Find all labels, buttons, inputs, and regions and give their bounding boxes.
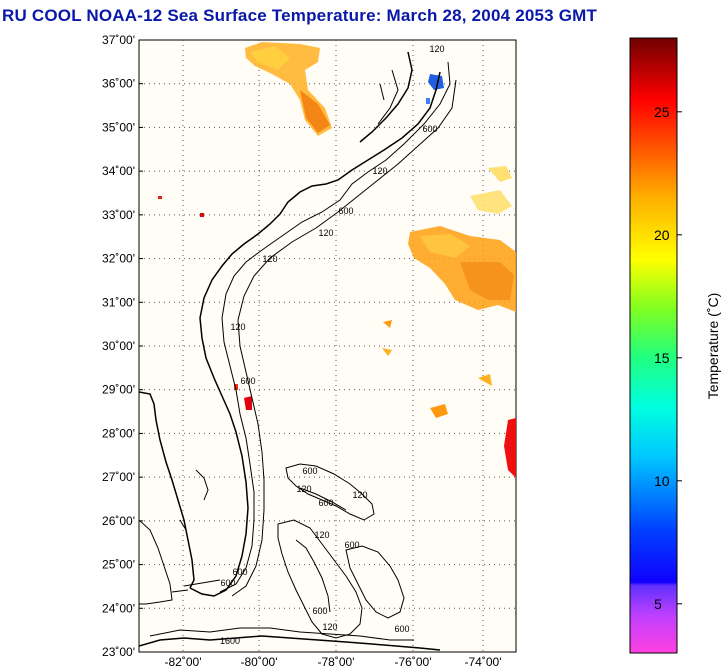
contour-label: 600 <box>318 498 333 508</box>
contour-label: 600 <box>240 376 255 386</box>
shelf-cuba <box>149 627 414 641</box>
contour-label: 600 <box>344 540 359 550</box>
latitude-tick-label: 25˚00' <box>102 558 135 572</box>
coastline-east <box>189 71 441 597</box>
bahamas-inner <box>295 487 347 613</box>
florida-lakes <box>179 469 209 531</box>
sst-cold-spot-small <box>426 98 430 104</box>
bahamas-banks-south <box>277 519 363 639</box>
sst-cold-spot <box>428 74 444 90</box>
contour-label: 1600 <box>220 636 240 646</box>
contour-label: 120 <box>296 484 311 494</box>
sst-patch-north-core <box>300 90 330 133</box>
contour-label: 120 <box>318 228 333 238</box>
map-title: RU COOL NOAA-12 Sea Surface Temperature:… <box>2 6 598 25</box>
florida-keys <box>171 579 221 593</box>
sst-patch-red-dot-2 <box>158 196 162 199</box>
latitude-tick-label: 34˚00' <box>102 164 135 178</box>
isobath-120 <box>219 61 451 593</box>
latitude-tick-label: 31˚00' <box>102 295 135 309</box>
contour-label: 120 <box>372 166 387 176</box>
sst-patch-gulfstream-core <box>460 262 514 300</box>
sst-patch-small-2 <box>382 348 392 356</box>
longitude-tick-label: -82˚00' <box>165 655 202 669</box>
sounds <box>377 69 399 125</box>
latitude-tick-label: 24˚00' <box>102 601 135 615</box>
contour-label: 600 <box>232 567 247 577</box>
contour-label: 600 <box>220 578 235 588</box>
contour-label: 120 <box>352 490 367 500</box>
contour-label: 120 <box>230 322 245 332</box>
contour-label: 600 <box>338 206 353 216</box>
latitude-tick-label: 27˚00' <box>102 470 135 484</box>
coastline-cuba <box>139 635 441 651</box>
isobath-600 <box>231 79 457 597</box>
latitude-tick-label: 26˚00' <box>102 514 135 528</box>
sst-patch-red-dot <box>200 213 204 217</box>
shelf-florida-west <box>139 519 173 605</box>
coastline-florida-west <box>139 391 195 589</box>
longitude-tick-label: -78˚00' <box>318 655 355 669</box>
longitude-tick-label: -76˚00' <box>395 655 432 669</box>
bahamas-banks-north <box>285 463 375 521</box>
sst-patch-small-4 <box>430 404 448 418</box>
longitude-labels: -82˚00' -80˚00' -78˚00' -76˚00' -74˚00' <box>165 655 502 669</box>
latitude-tick-label: 32˚00' <box>102 252 135 266</box>
sst-patch-small-3 <box>478 374 492 386</box>
contour-labels: 1206001206001201206001206006006001206001… <box>220 44 445 646</box>
contour-label: 600 <box>422 124 437 134</box>
sst-patch-gulfstream-light <box>420 234 470 258</box>
coastline-contours <box>139 51 457 651</box>
sst-patch-east-1 <box>488 166 512 182</box>
map-frame <box>138 39 517 653</box>
contour-label: 120 <box>322 622 337 632</box>
latitude-tick-label: 35˚00' <box>102 120 135 134</box>
coastline-outer-banks <box>359 51 413 143</box>
sst-patch-north-light <box>250 46 290 70</box>
latitude-tick-label: 37˚00' <box>102 33 135 47</box>
sst-patch-red <box>504 418 516 478</box>
graticule <box>139 40 516 652</box>
latitude-tick-label: 23˚00' <box>102 645 135 659</box>
latitude-tick-label: 33˚00' <box>102 208 135 222</box>
contour-label: 120 <box>314 530 329 540</box>
contour-label: 600 <box>312 606 327 616</box>
contour-label: 600 <box>302 466 317 476</box>
longitude-tick-label: -74˚00' <box>465 655 502 669</box>
sst-patch-florida-red <box>244 396 252 410</box>
longitude-tick-label: -80˚00' <box>241 655 278 669</box>
sst-patch-small-1 <box>383 320 392 328</box>
latitude-tick-label: 30˚00' <box>102 339 135 353</box>
latitude-tick-label: 28˚00' <box>102 426 135 440</box>
contour-label: 600 <box>394 624 409 634</box>
contour-label: 120 <box>262 254 277 264</box>
bahamas-islands-east <box>345 545 405 619</box>
latitude-tick-label: 36˚00' <box>102 77 135 91</box>
sst-pixels <box>158 42 516 478</box>
latitude-tick-label: 29˚00' <box>102 383 135 397</box>
sst-patch-east-2 <box>470 190 512 214</box>
latitude-labels: 37˚00' 36˚00' 35˚00' 34˚00' 33˚00' 32˚00' 31˚0… <box>102 33 143 659</box>
contour-label: 120 <box>429 44 444 54</box>
